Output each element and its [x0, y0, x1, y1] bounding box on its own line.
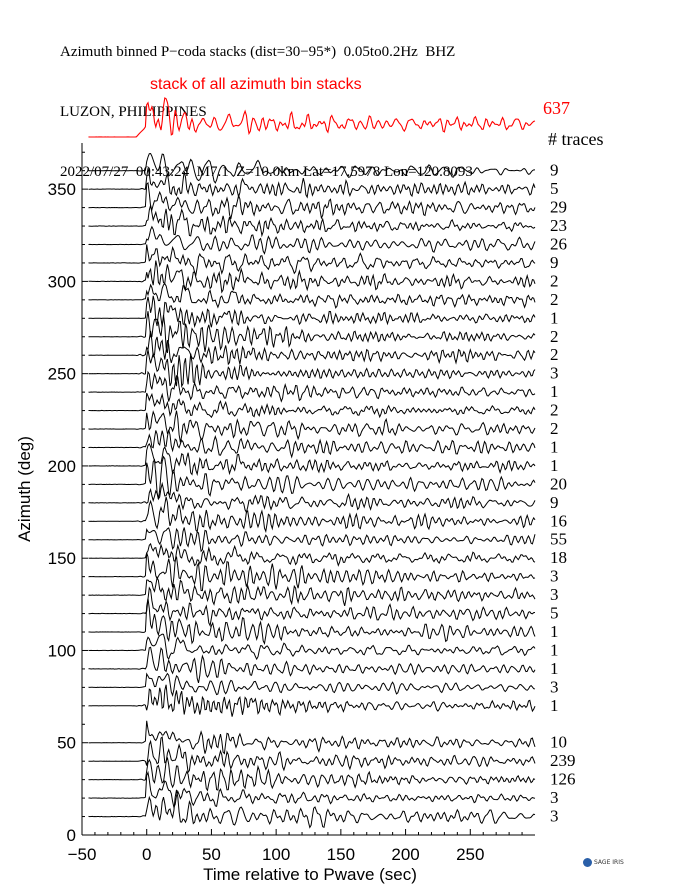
- azimuth-trace: [88, 410, 536, 443]
- stack-title: stack of all azimuth bin stacks: [150, 76, 362, 93]
- trace-count-label: 10: [550, 733, 567, 752]
- trace-count-label: 2: [550, 327, 559, 346]
- trace-count-label: 1: [550, 308, 559, 327]
- azimuth-trace: [88, 370, 536, 403]
- traces-column-header: # traces: [548, 129, 603, 149]
- trace-count-label: 3: [550, 677, 559, 696]
- azimuth-trace: [88, 552, 536, 592]
- y-tick-label: 200: [48, 457, 76, 476]
- y-tick-label: 300: [48, 272, 76, 291]
- azimuth-trace: [88, 225, 536, 255]
- azimuth-trace: [88, 586, 536, 628]
- trace-count-label: 2: [550, 345, 559, 364]
- sage-logo: SAGE IRIS: [583, 856, 633, 870]
- azimuth-trace: [88, 244, 536, 277]
- trace-count-label: 18: [550, 548, 567, 567]
- azimuth-trace: [88, 442, 536, 477]
- azimuth-trace: [88, 349, 536, 389]
- trace-count-label: 9: [550, 253, 559, 272]
- x-tick-label: 50: [202, 845, 221, 864]
- trace-count-label: 2: [550, 271, 559, 290]
- trace-count-label: 9: [550, 493, 559, 512]
- stack-trace-count: 637: [543, 98, 570, 118]
- y-axis-title: Azimuth (deg): [15, 436, 34, 542]
- x-tick-label: 100: [262, 845, 290, 864]
- trace-count-label: 23: [550, 216, 567, 235]
- azimuth-trace: [88, 168, 536, 199]
- azimuth-trace: [88, 330, 536, 366]
- azimuth-trace: [88, 684, 536, 717]
- y-tick-label: 250: [48, 365, 76, 384]
- trace-count-label: 20: [550, 474, 567, 493]
- x-tick-label: 0: [142, 845, 151, 864]
- azimuth-trace: [88, 527, 536, 553]
- trace-count-label: 1: [550, 659, 559, 678]
- x-tick-label: −50: [68, 845, 97, 864]
- x-tick-label: 200: [391, 845, 419, 864]
- azimuth-trace: [88, 311, 536, 354]
- trace-count-label: 1: [550, 437, 559, 456]
- trace-count-label: 3: [550, 807, 559, 826]
- trace-count-label: 3: [550, 364, 559, 383]
- azimuth-trace: [88, 757, 536, 792]
- trace-count-label: 5: [550, 604, 559, 623]
- azimuth-trace: [88, 633, 536, 661]
- trace-count-label: 29: [550, 198, 567, 217]
- azimuth-trace: [88, 205, 536, 238]
- azimuth-trace: [88, 429, 536, 459]
- azimuth-trace: [88, 182, 536, 220]
- trace-count-label: 55: [550, 530, 567, 549]
- azimuth-trace: [88, 283, 536, 309]
- azimuth-trace: [88, 152, 535, 184]
- trace-count-label: 26: [550, 234, 567, 253]
- azimuth-trace: [88, 392, 536, 419]
- trace-count-label: 2: [550, 290, 559, 309]
- trace-count-label: 1: [550, 382, 559, 401]
- trace-count-label: 239: [550, 751, 576, 770]
- azimuth-trace: [88, 575, 536, 607]
- trace-count-label: 1: [550, 696, 559, 715]
- trace-count-label: 1: [550, 456, 559, 475]
- trace-count-label: 3: [550, 585, 559, 604]
- trace-count-label: 16: [550, 511, 567, 530]
- azimuth-trace: [88, 481, 536, 514]
- trace-count-label: 5: [550, 179, 559, 198]
- y-tick-label: 100: [48, 641, 76, 660]
- azimuth-trace: [88, 260, 536, 294]
- azimuth-trace: [88, 496, 536, 534]
- azimuth-trace: [88, 646, 536, 684]
- azimuth-trace: [88, 770, 536, 809]
- trace-count-label: 3: [550, 567, 559, 586]
- logo-text: SAGE IRIS: [594, 859, 624, 866]
- azimuth-trace: [88, 720, 536, 755]
- trace-count-label: 2: [550, 419, 559, 438]
- logo-globe-icon: [583, 858, 592, 867]
- stack-trace: [88, 97, 536, 138]
- x-axis-title: Time relative to Pwave (sec): [203, 865, 417, 884]
- header-title-line: Azimuth binned P−coda stacks (dist=30−95…: [60, 44, 456, 60]
- y-tick-label: 0: [67, 826, 76, 845]
- y-tick-label: 150: [48, 549, 76, 568]
- trace-count-label: 9: [550, 161, 559, 180]
- trace-count-label: 2: [550, 401, 559, 420]
- x-tick-label: 250: [456, 845, 484, 864]
- y-tick-label: 350: [48, 180, 76, 199]
- azimuth-trace: [88, 455, 536, 500]
- azimuth-trace: [88, 598, 536, 645]
- azimuth-trace: [88, 789, 536, 829]
- trace-count-label: 1: [550, 622, 559, 641]
- trace-count-label: 1: [550, 640, 559, 659]
- azimuth-trace: [88, 542, 536, 567]
- x-tick-label: 150: [327, 845, 355, 864]
- y-tick-label: 50: [57, 734, 76, 753]
- azimuth-trace: [88, 672, 536, 697]
- trace-count-label: 3: [550, 788, 559, 807]
- azimuth-trace: [88, 736, 536, 774]
- trace-count-label: 126: [550, 770, 576, 789]
